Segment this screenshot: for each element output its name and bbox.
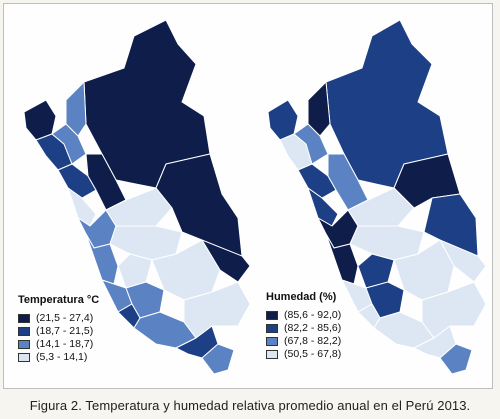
region-t-huancavelica <box>117 253 153 289</box>
figure-caption: Figura 2. Temperatura y humedad relativa… <box>29 398 471 413</box>
region-h-madrededios <box>439 239 487 283</box>
humidity-map <box>267 19 487 375</box>
legend-label: (21,5 - 27,4) <box>36 312 94 324</box>
legend-label: (67,8 - 82,2) <box>284 335 342 347</box>
legend-swatch <box>266 310 278 320</box>
legend-label: (14,1 - 18,7) <box>36 338 94 350</box>
legend-swatch <box>266 323 278 333</box>
temperature-regions <box>23 19 251 375</box>
humidity-legend: Humedad (%) (85,6 - 92,0) (82,2 - 85,6) … <box>266 291 341 361</box>
legend-swatch <box>266 349 278 359</box>
legend-swatch <box>266 336 278 346</box>
region-h-huancavelica <box>357 253 395 289</box>
legend-item: (21,5 - 27,4) <box>18 312 99 324</box>
legend-item: (82,2 - 85,6) <box>266 322 341 334</box>
legend-label: (50,5 - 67,8) <box>284 348 342 360</box>
region-h-tacna <box>439 343 473 375</box>
temperature-map <box>23 19 251 375</box>
region-t-cusco <box>151 239 221 301</box>
region-h-lalibertad <box>307 187 339 227</box>
region-t-tacna <box>201 343 235 375</box>
legend-item: (67,8 - 82,2) <box>266 335 341 347</box>
legend-item: (14,1 - 18,7) <box>18 338 99 350</box>
legend-swatch <box>18 352 30 362</box>
legend-item: (85,6 - 92,0) <box>266 309 341 321</box>
legend-item: (5,3 - 14,1) <box>18 351 99 363</box>
legend-swatch <box>18 339 30 349</box>
legend-label: (82,2 - 85,6) <box>284 322 342 334</box>
region-h-puno <box>421 281 487 339</box>
temperature-legend: Temperatura °C (21,5 - 27,4) (18,7 - 21,… <box>18 294 99 364</box>
humidity-regions <box>267 19 487 375</box>
region-h-cusco <box>393 239 455 301</box>
legend-swatch <box>18 326 30 336</box>
humidity-legend-title: Humedad (%) <box>266 291 337 303</box>
legend-label: (5,3 - 14,1) <box>36 351 88 363</box>
legend-item: (18,7 - 21,5) <box>18 325 99 337</box>
legend-label: (18,7 - 21,5) <box>36 325 94 337</box>
legend-item: (50,5 - 67,8) <box>266 348 341 360</box>
legend-swatch <box>18 313 30 323</box>
region-h-amazonas <box>307 81 331 137</box>
legend-label: (85,6 - 92,0) <box>284 309 342 321</box>
region-t-amazonas <box>65 81 87 137</box>
figure-frame: Temperatura °C (21,5 - 27,4) (18,7 - 21,… <box>3 3 493 389</box>
temperature-legend-title: Temperatura °C <box>18 294 100 306</box>
region-t-puno <box>183 281 251 339</box>
region-t-lalibertad <box>67 187 97 227</box>
region-t-madrededios <box>201 239 251 283</box>
